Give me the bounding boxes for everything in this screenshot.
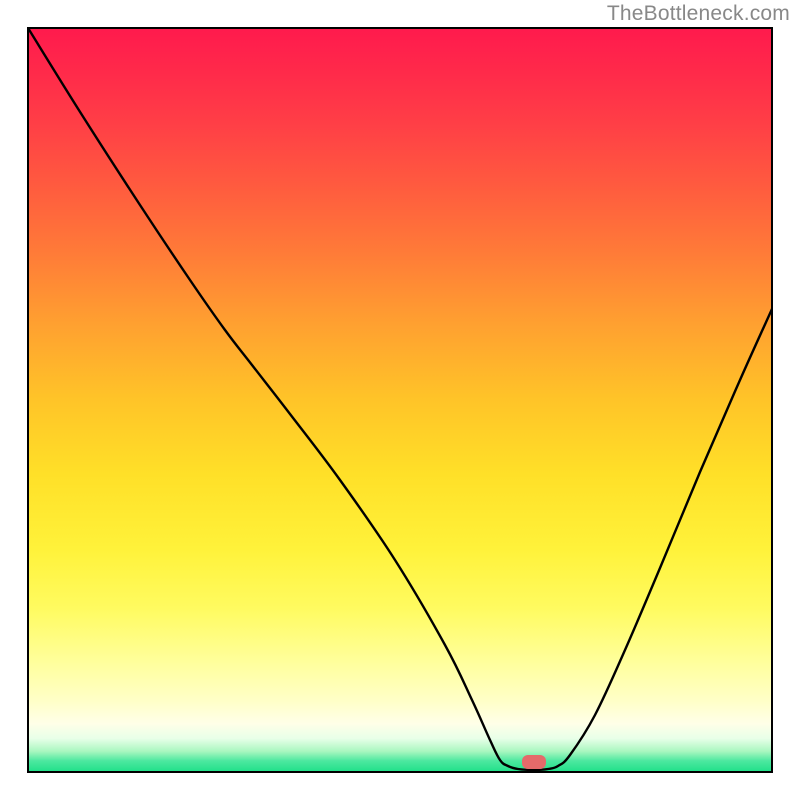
bottleneck-chart [0, 0, 800, 800]
gradient-background [28, 28, 772, 772]
watermark-label: TheBottleneck.com [607, 2, 790, 26]
chart-container: TheBottleneck.com [0, 0, 800, 800]
optimal-marker [522, 755, 546, 769]
